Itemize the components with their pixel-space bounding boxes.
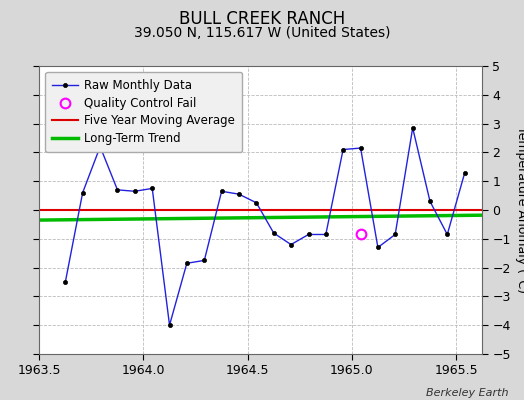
Raw Monthly Data [201,258,208,263]
Legend: Raw Monthly Data, Quality Control Fail, Five Year Moving Average, Long-Term Tren: Raw Monthly Data, Quality Control Fail, … [45,72,242,152]
Raw Monthly Data [80,190,86,195]
Raw Monthly Data [270,231,277,236]
Raw Monthly Data [340,147,346,152]
Raw Monthly Data [357,146,364,150]
Raw Monthly Data [149,186,156,191]
Raw Monthly Data [97,144,103,149]
Raw Monthly Data [288,242,294,247]
Text: BULL CREEK RANCH: BULL CREEK RANCH [179,10,345,28]
Raw Monthly Data [184,261,190,266]
Raw Monthly Data [305,232,312,237]
Text: Berkeley Earth: Berkeley Earth [426,388,508,398]
Raw Monthly Data [219,189,225,194]
Text: 39.050 N, 115.617 W (United States): 39.050 N, 115.617 W (United States) [134,26,390,40]
Line: Raw Monthly Data: Raw Monthly Data [63,126,467,327]
Raw Monthly Data [444,232,451,237]
Raw Monthly Data [410,126,416,130]
Raw Monthly Data [392,232,398,237]
Raw Monthly Data [323,232,329,237]
Raw Monthly Data [62,280,69,284]
Raw Monthly Data [253,200,259,205]
Raw Monthly Data [236,192,242,196]
Raw Monthly Data [167,323,173,328]
Raw Monthly Data [132,189,138,194]
Raw Monthly Data [462,170,468,175]
Raw Monthly Data [114,188,121,192]
Raw Monthly Data [375,245,381,250]
Raw Monthly Data [427,199,433,204]
Y-axis label: Temperature Anomaly (°C): Temperature Anomaly (°C) [515,126,524,294]
